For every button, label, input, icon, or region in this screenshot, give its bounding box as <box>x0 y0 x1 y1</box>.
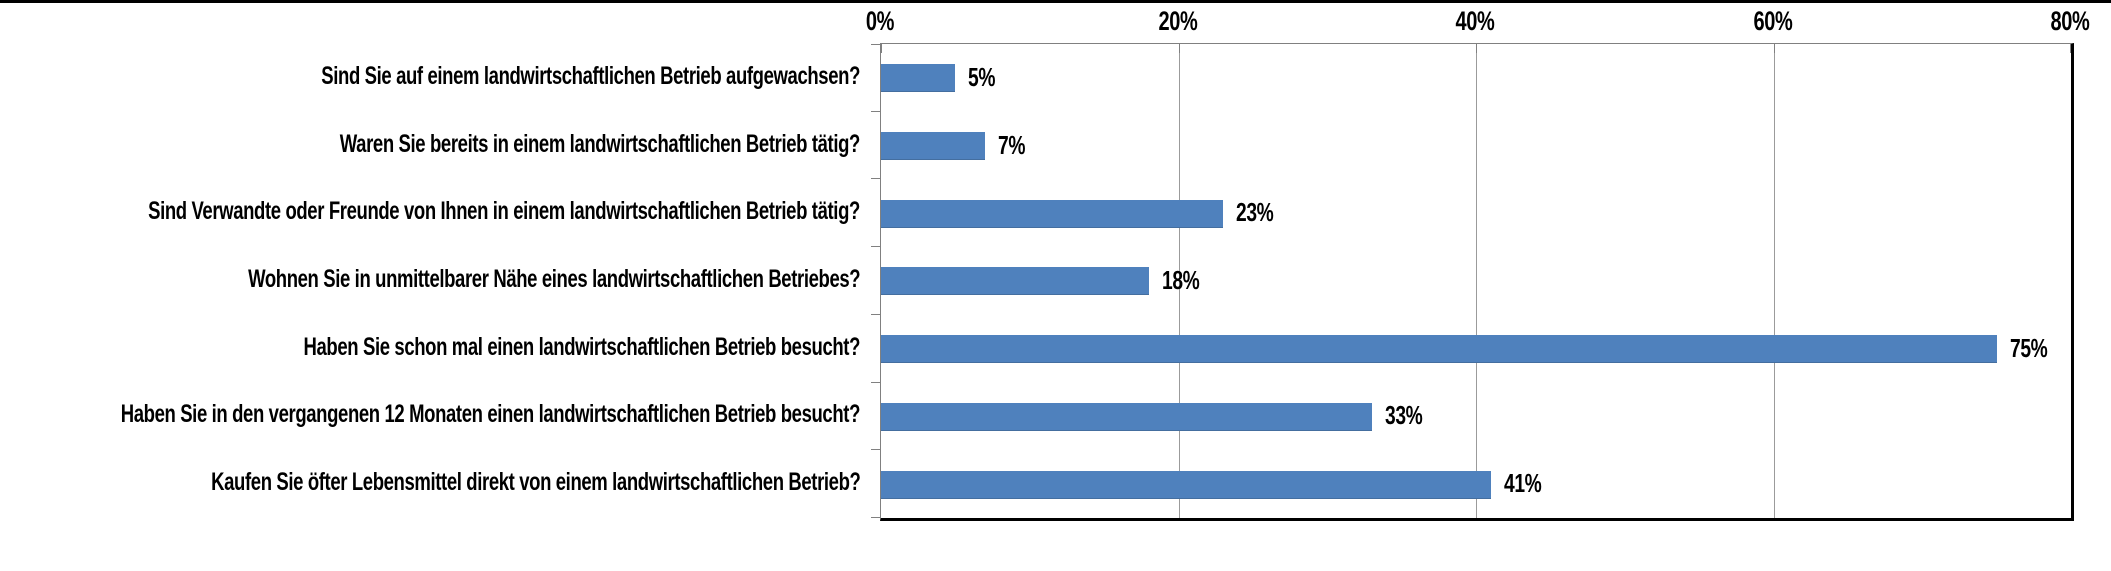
y-axis-tick-mark <box>871 246 880 247</box>
bar <box>881 403 1372 431</box>
category-label: Haben Sie schon mal einen landwirtschaft… <box>303 332 861 361</box>
bar-value-label: 33% <box>1385 399 1423 430</box>
x-axis-tick-label: 20% <box>1158 6 1198 36</box>
category-label: Sind Verwandte oder Freunde von Ihnen in… <box>148 196 860 225</box>
x-axis-tick-label: 0% <box>865 6 895 36</box>
category-label: Wohnen Sie in unmittelbarer Nähe eines l… <box>247 264 861 293</box>
bar-value-label: 41% <box>1504 467 1542 498</box>
bar <box>881 267 1149 295</box>
category-label: Sind Sie auf einem landwirtschaftlichen … <box>321 61 860 90</box>
bar-value-label: 75% <box>2010 332 2048 363</box>
x-axis-tick-mark <box>2070 44 2071 53</box>
y-axis-tick-mark <box>871 111 880 112</box>
x-axis-tick-label: 80% <box>2050 6 2090 36</box>
x-axis-tick-mark <box>1476 44 1477 53</box>
bar-value-label: 7% <box>998 129 1026 160</box>
bar <box>881 132 985 160</box>
bar-value-label: 18% <box>1162 264 1200 295</box>
x-axis-tick-label: 60% <box>1753 6 1793 36</box>
bar <box>881 335 1997 363</box>
y-axis-tick-mark <box>871 517 880 518</box>
plot-area: 5% 7% 23% 18% 75% 33% 41% <box>880 43 2074 521</box>
x-axis-tick-mark <box>1774 44 1775 53</box>
bar <box>881 200 1223 228</box>
bar-value-label: 23% <box>1236 196 1274 227</box>
bar <box>881 64 955 92</box>
y-axis-tick-mark <box>871 44 880 45</box>
y-axis-tick-mark <box>871 449 880 450</box>
y-axis-tick-mark <box>871 314 880 315</box>
y-axis-tick-mark <box>871 178 880 179</box>
x-axis-tick-label: 40% <box>1455 6 1495 36</box>
gridline <box>1476 44 1477 518</box>
gridline <box>1774 44 1775 518</box>
category-label: Haben Sie in den vergangenen 12 Monaten … <box>120 399 861 428</box>
bar-value-label: 5% <box>968 61 996 92</box>
top-border-rule <box>0 0 2111 3</box>
y-axis-tick-mark <box>871 382 880 383</box>
bar <box>881 471 1491 499</box>
gridline <box>1179 44 1180 518</box>
category-label: Kaufen Sie öfter Lebensmittel direkt von… <box>210 467 861 496</box>
x-axis-tick-mark <box>1179 44 1180 53</box>
category-label: Waren Sie bereits in einem landwirtschaf… <box>339 129 861 158</box>
x-axis-tick-mark <box>881 44 882 53</box>
